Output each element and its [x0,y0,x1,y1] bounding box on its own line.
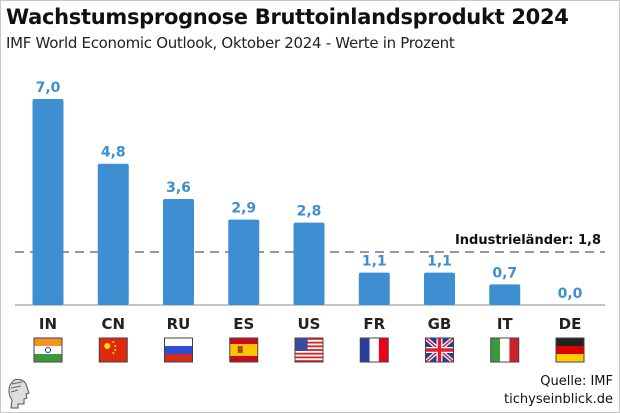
bar-in [32,99,64,305]
france-flag-icon [359,337,389,363]
usa-flag-icon [294,337,324,363]
russia-flag-icon [164,337,193,363]
reference-line-label: Industrieländer: 1,8 [455,233,601,248]
category-label-gb: GB [428,315,452,333]
uk-flag-icon [424,336,455,364]
bar-us [293,222,325,305]
chart-subtitle: IMF World Economic Outlook, Oktober 2024… [6,34,455,52]
bar-es [228,219,260,305]
data-label-es: 2,9 [231,201,256,217]
data-label-cn: 4,8 [101,145,126,161]
category-label-ru: RU [167,315,191,333]
category-label-us: US [298,315,321,333]
data-label-in: 7,0 [36,80,61,96]
category-label-it: IT [497,315,514,333]
data-label-fr: 1,1 [362,254,387,270]
category-label-cn: CN [101,315,125,333]
spain-flag-icon [229,337,259,363]
italy-flag-icon [490,337,520,363]
site-name: tichyseinblick.de [504,392,613,407]
bar-ru [163,199,194,305]
bar-it [489,284,521,305]
data-label-it: 0,7 [492,265,517,281]
bar-fr [358,272,390,305]
china-flag-icon [98,337,128,363]
category-label-fr: FR [363,315,385,333]
germany-flag-icon [555,337,585,363]
data-label-gb: 1,1 [427,254,452,270]
chart-title: Wachstumsprognose Bruttoinlandsprodukt 2… [6,5,569,29]
bar-cn [97,163,129,305]
source-note: Quelle: IMF [540,374,613,389]
data-label-ru: 3,6 [166,180,191,196]
india-flag-icon [33,337,63,363]
bar-gb [424,272,455,305]
data-label-us: 2,8 [297,204,322,220]
data-label-de: 0,0 [558,286,583,302]
category-label-in: IN [39,315,57,333]
category-label-es: ES [233,315,254,333]
publisher-logo-icon [8,378,30,409]
category-label-de: DE [559,315,582,333]
